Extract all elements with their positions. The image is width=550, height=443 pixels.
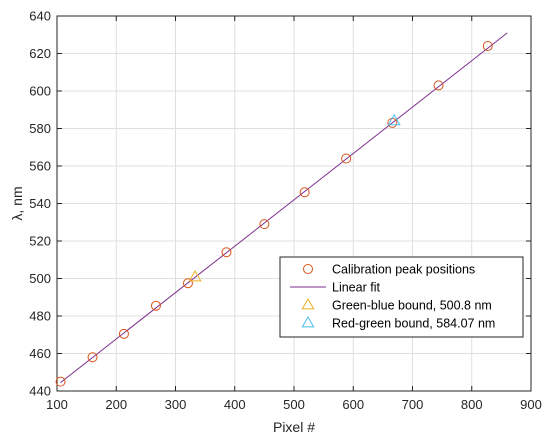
- legend-entry-linear-fit: Linear fit: [290, 281, 380, 295]
- bound-marker: [188, 269, 202, 282]
- y-tick-labels: 440 460 480 500 520 540 560 580 600 620 640: [29, 9, 51, 399]
- x-tick-label: 900: [520, 397, 542, 412]
- y-tick-label: 580: [29, 121, 51, 136]
- calibration-point: [299, 187, 310, 198]
- y-tick-label: 600: [29, 84, 51, 99]
- axis-ticks: [56, 15, 532, 392]
- legend-entry-red-green: Red-green bound, 584.07 nm: [301, 315, 495, 331]
- calibration-point: [150, 300, 161, 311]
- y-tick-label: 500: [29, 271, 51, 286]
- y-tick-label: 540: [29, 196, 51, 211]
- x-tick-labels: 100 200 300 400 500 600 700 800 900: [46, 397, 542, 412]
- legend-triangle-marker: [301, 315, 315, 328]
- calibration-point: [341, 153, 352, 164]
- x-tick-label: 500: [283, 397, 305, 412]
- calibration-point: [55, 376, 66, 387]
- calibration-point: [482, 41, 493, 51]
- y-tick-label: 520: [29, 234, 51, 249]
- y-tick-label: 640: [29, 9, 51, 24]
- calibration-point: [259, 219, 270, 230]
- y-tick-label: 460: [29, 346, 51, 361]
- data-series: [55, 32, 508, 387]
- x-tick-label: 400: [224, 397, 246, 412]
- y-tick-label: 440: [29, 384, 51, 399]
- legend-label-green-blue: Green-blue bound, 500.8 nm: [332, 299, 492, 313]
- y-axis-label: λ, nm: [9, 186, 25, 220]
- legend-label-red-green: Red-green bound, 584.07 nm: [332, 317, 495, 331]
- legend-box: [279, 256, 524, 338]
- x-tick-label: 700: [402, 397, 424, 412]
- x-tick-label: 600: [342, 397, 364, 412]
- calibration-point: [182, 278, 193, 289]
- linear-fit-line: [60, 32, 508, 383]
- legend-label-calibration: Calibration peak positions: [332, 263, 475, 277]
- calibration-point: [221, 247, 232, 258]
- bound-marker: [387, 113, 401, 126]
- x-tick-label: 800: [461, 397, 483, 412]
- y-tick-label: 620: [29, 46, 51, 61]
- x-tick-label: 200: [105, 397, 127, 412]
- legend-entry-calibration: Calibration peak positions: [303, 263, 475, 277]
- calibration-point: [118, 328, 129, 339]
- x-axis-label: Pixel #: [273, 419, 315, 435]
- x-tick-label: 300: [165, 397, 187, 412]
- calibration-point: [87, 352, 98, 363]
- y-tick-label: 480: [29, 309, 51, 324]
- x-tick-label: 100: [46, 397, 68, 412]
- legend-entry-green-blue: Green-blue bound, 500.8 nm: [301, 297, 492, 313]
- y-tick-label: 560: [29, 159, 51, 174]
- calibration-point: [433, 80, 444, 91]
- legend-circle-marker: [303, 264, 313, 274]
- legend-triangle-marker: [301, 297, 315, 310]
- legend-label-linear-fit: Linear fit: [332, 281, 380, 295]
- legend: Calibration peak positions Linear fit Gr…: [279, 256, 524, 338]
